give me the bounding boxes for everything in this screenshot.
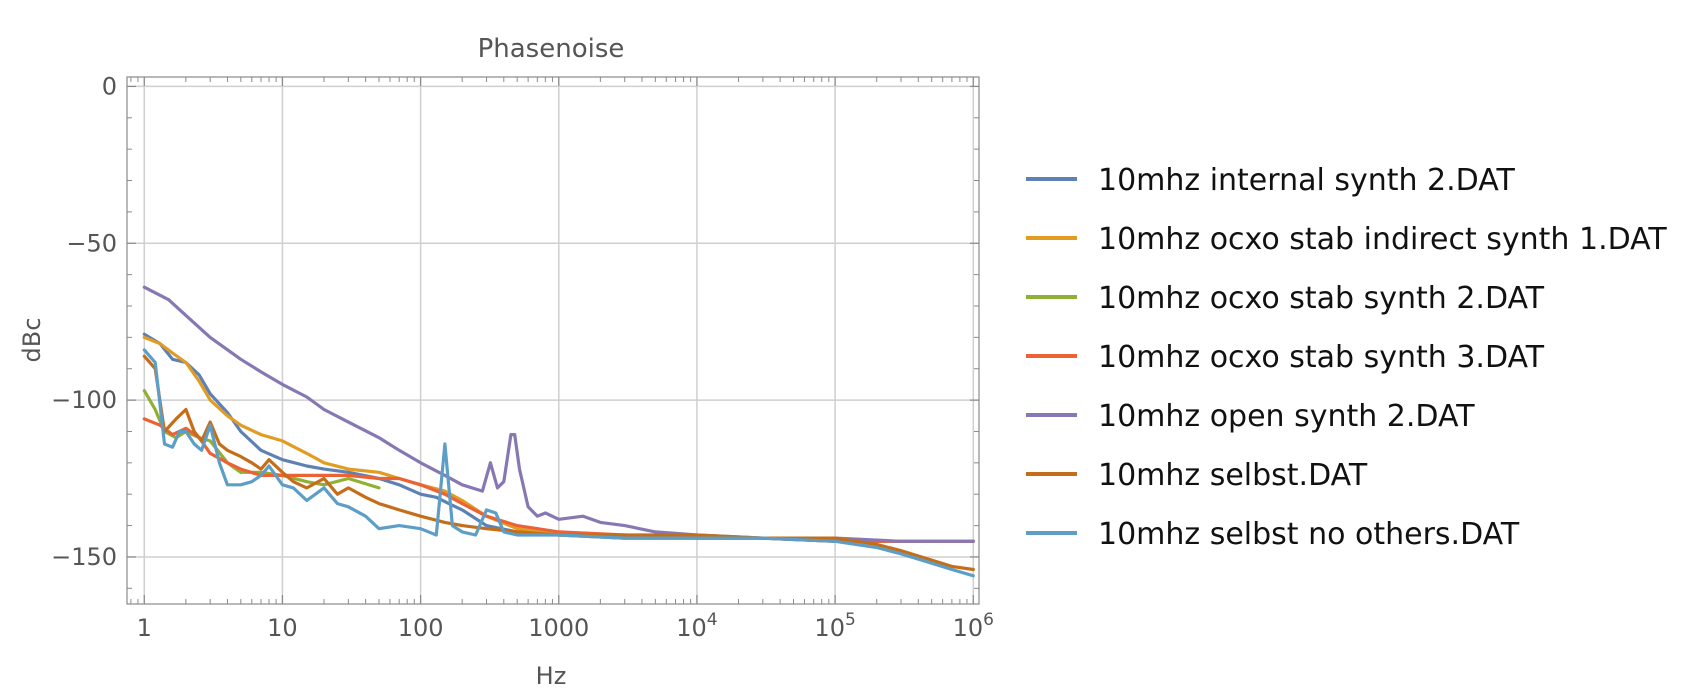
legend-label: 10mhz selbst no others.DAT — [1098, 517, 1520, 552]
legend-label: 10mhz ocxo stab indirect synth 1.DAT — [1098, 222, 1667, 257]
y-axis-label: dBc — [18, 318, 46, 363]
x-tick-base: 1 — [137, 614, 152, 642]
x-tick-base: 10 — [814, 614, 845, 642]
x-tick-base: 10 — [676, 614, 707, 642]
grid-lines — [127, 77, 979, 604]
series-layer — [142, 285, 975, 578]
x-tick-label: 1000 — [528, 614, 589, 642]
legend-label: 10mhz ocxo stab synth 2.DAT — [1098, 281, 1545, 316]
chart-title: Phasenoise — [478, 34, 625, 64]
x-tick-label: 100 — [398, 614, 444, 642]
legend-label: 10mhz ocxo stab synth 3.DAT — [1098, 340, 1545, 375]
y-tick-label: −50 — [66, 229, 117, 257]
legend-label: 10mhz internal synth 2.DAT — [1098, 163, 1515, 198]
x-tick-base: 10 — [267, 614, 298, 642]
x-tick-exponent: 4 — [707, 610, 718, 630]
legend: 10mhz internal synth 2.DAT 10mhz ocxo sta… — [1026, 163, 1667, 552]
y-tick-label: −150 — [51, 543, 117, 571]
x-tick-label: 1 — [137, 614, 152, 642]
plot-frame — [126, 76, 980, 605]
x-tick-base: 100 — [398, 614, 444, 642]
series-line-5 — [142, 285, 975, 543]
x-tick-base: 10 — [953, 614, 984, 642]
x-tick-base: 1000 — [528, 614, 589, 642]
y-tick-label: 0 — [102, 72, 117, 100]
y-tick-labels: 0 −50 −100 −150 — [51, 72, 117, 571]
x-tick-exponent: 5 — [845, 610, 856, 630]
legend-label: 10mhz open synth 2.DAT — [1098, 399, 1475, 434]
x-tick-label: 104 — [676, 610, 717, 642]
series-line-7 — [142, 348, 975, 578]
x-tick-label: 106 — [953, 610, 994, 642]
x-tick-label: 105 — [814, 610, 855, 642]
x-tick-exponent: 6 — [983, 610, 994, 630]
frame-ticks — [127, 77, 979, 604]
x-tick-label: 10 — [267, 614, 298, 642]
x-tick-labels: 1 10 100 1000 104 105 106 — [137, 610, 994, 642]
x-axis-label: Hz — [536, 662, 567, 690]
legend-label: 10mhz selbst.DAT — [1098, 458, 1368, 493]
y-tick-label: −100 — [51, 386, 117, 414]
